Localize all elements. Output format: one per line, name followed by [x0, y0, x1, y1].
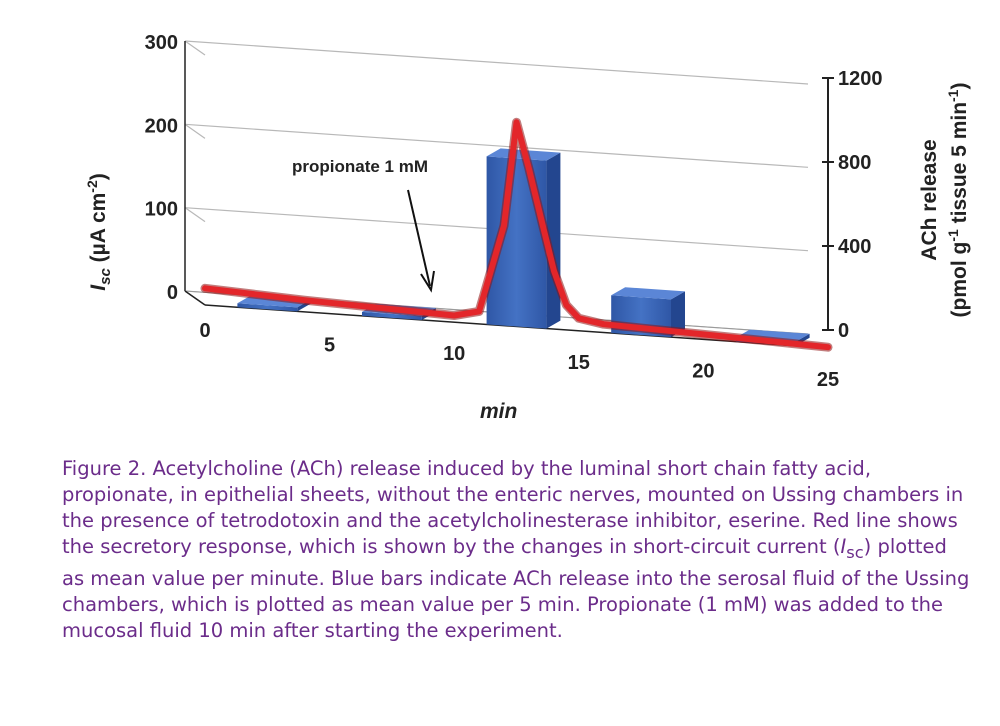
bar-top: [611, 287, 686, 300]
line-series: [200, 117, 833, 352]
gridline-depth: [184, 123, 206, 139]
x-axis-tick-label: 25: [817, 369, 839, 391]
right-axis-tick-label: 800: [838, 152, 871, 174]
bar-series: [237, 148, 810, 346]
right-axis-title-line2: (pmol g-1 tissue 5 min-1): [945, 83, 971, 318]
bar-front: [237, 303, 298, 312]
gridline: [184, 123, 809, 168]
left-axis-tick-label: 100: [145, 199, 178, 221]
gridline: [184, 40, 809, 85]
left-axis-tick-label: 300: [145, 32, 178, 54]
x-axis-tick-label: 10: [443, 343, 465, 365]
bar-front: [486, 156, 547, 329]
annotation-label: propionate 1 mM: [292, 157, 428, 176]
annotation-arrow-head: [420, 270, 435, 293]
bar-front: [361, 311, 422, 320]
right-axis-tick-label: 0: [838, 320, 849, 342]
right-axis-title-line1: ACh release: [918, 139, 941, 260]
tick-labels: 0 100 200 300 0 400 800 1200 0 5 10 15 20 25: [145, 32, 883, 391]
gridline-depth: [184, 40, 206, 56]
ach-release-chart: 0 100 200 300 0 400 800 1200 0 5 10 15 20 25 min Isc …: [84, 32, 971, 423]
bar-side: [671, 291, 686, 338]
floor-left-edge: [184, 290, 206, 306]
left-axis-title: Isc (µA cm-2): [84, 173, 114, 290]
x-axis-tick-label: 15: [568, 352, 590, 374]
left-axis-tick-label: 0: [167, 282, 178, 304]
right-axis-tick-label: 1200: [838, 68, 883, 90]
x-axis-tick-label: 0: [199, 320, 210, 342]
left-axis-tick-label: 200: [145, 115, 178, 137]
x-axis-tick-label: 5: [324, 335, 335, 357]
isc-line: [202, 119, 831, 351]
x-axis-title: min: [480, 400, 517, 423]
x-axis-tick-label: 20: [692, 360, 714, 382]
right-axis-tick-label: 400: [838, 236, 871, 258]
annotation-arrow-shaft: [407, 189, 431, 287]
bar: [486, 148, 561, 329]
gridline-depth: [184, 207, 206, 223]
propionate-annotation: propionate 1 mM: [292, 157, 435, 293]
figure-caption: Figure 2. Acetylcholine (ACh) release in…: [62, 457, 976, 642]
